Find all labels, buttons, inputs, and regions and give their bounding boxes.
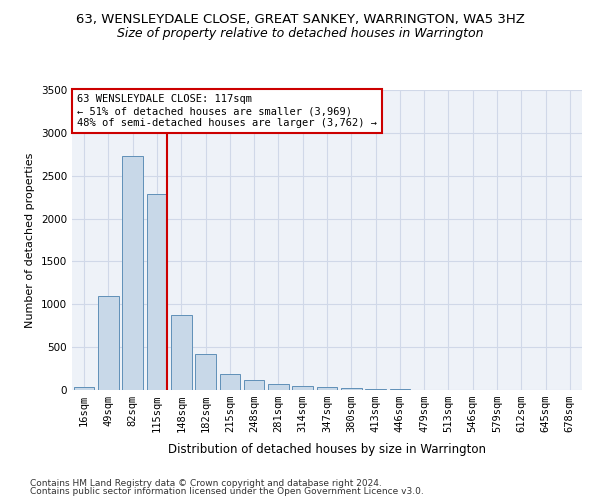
Bar [244,380,265,390]
Text: Size of property relative to detached houses in Warrington: Size of property relative to detached ho… [117,28,483,40]
Bar [122,156,143,390]
Bar [195,354,216,390]
Bar [146,194,167,390]
Bar [171,314,191,390]
Bar [292,386,313,390]
Bar [341,388,362,390]
Bar [74,386,94,390]
Bar [317,387,337,390]
Text: Contains HM Land Registry data © Crown copyright and database right 2024.: Contains HM Land Registry data © Crown c… [30,478,382,488]
Bar [389,389,410,390]
X-axis label: Distribution of detached houses by size in Warrington: Distribution of detached houses by size … [168,444,486,456]
Bar [268,384,289,390]
Bar [365,388,386,390]
Y-axis label: Number of detached properties: Number of detached properties [25,152,35,328]
Bar [98,296,119,390]
Text: 63, WENSLEYDALE CLOSE, GREAT SANKEY, WARRINGTON, WA5 3HZ: 63, WENSLEYDALE CLOSE, GREAT SANKEY, WAR… [76,12,524,26]
Bar [220,374,240,390]
Text: Contains public sector information licensed under the Open Government Licence v3: Contains public sector information licen… [30,488,424,496]
Text: 63 WENSLEYDALE CLOSE: 117sqm
← 51% of detached houses are smaller (3,969)
48% of: 63 WENSLEYDALE CLOSE: 117sqm ← 51% of de… [77,94,377,128]
